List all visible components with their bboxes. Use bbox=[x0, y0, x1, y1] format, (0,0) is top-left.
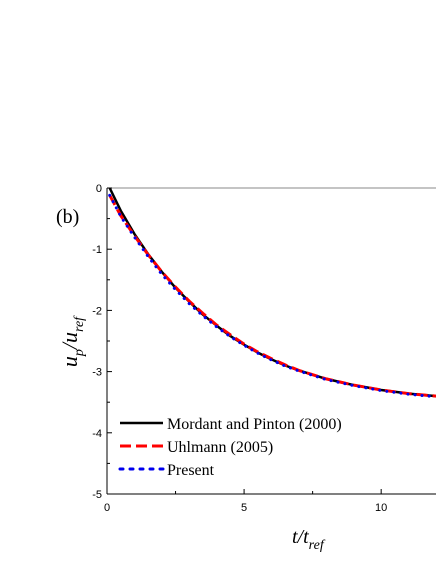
y-tick-label-2: -2 bbox=[92, 305, 102, 317]
panel-label: (b) bbox=[56, 206, 79, 228]
y-ticks: 0 -1 -2 -3 -4 -5 bbox=[92, 183, 112, 501]
y-axis-label: up/uref bbox=[57, 315, 87, 367]
legend-label-present: Present bbox=[167, 462, 215, 479]
x-tick-label-0: 0 bbox=[104, 502, 110, 514]
y-tick-label-0: 0 bbox=[96, 183, 102, 195]
y-tick-label-4: -4 bbox=[92, 428, 102, 440]
legend-label-uhlmann: Uhlmann (2005) bbox=[167, 439, 273, 456]
x-tick-label-2: 10 bbox=[375, 502, 387, 514]
x-ticks: 0 5 10 bbox=[104, 489, 387, 514]
y-tick-label-5: -5 bbox=[92, 489, 102, 501]
legend-label-mordant: Mordant and Pinton (2000) bbox=[167, 416, 342, 433]
y-tick-label-1: -1 bbox=[92, 244, 102, 256]
series-line-1 bbox=[108, 194, 436, 398]
series-line-2 bbox=[108, 193, 436, 399]
x-tick-label-1: 5 bbox=[241, 502, 247, 514]
y-tick-label-3: -3 bbox=[92, 367, 102, 379]
series-line-0 bbox=[108, 187, 436, 398]
series-layer bbox=[108, 187, 436, 399]
legend: Mordant and Pinton (2000) Uhlmann (2005)… bbox=[118, 416, 342, 479]
x-axis-label: t/tref bbox=[292, 526, 326, 553]
